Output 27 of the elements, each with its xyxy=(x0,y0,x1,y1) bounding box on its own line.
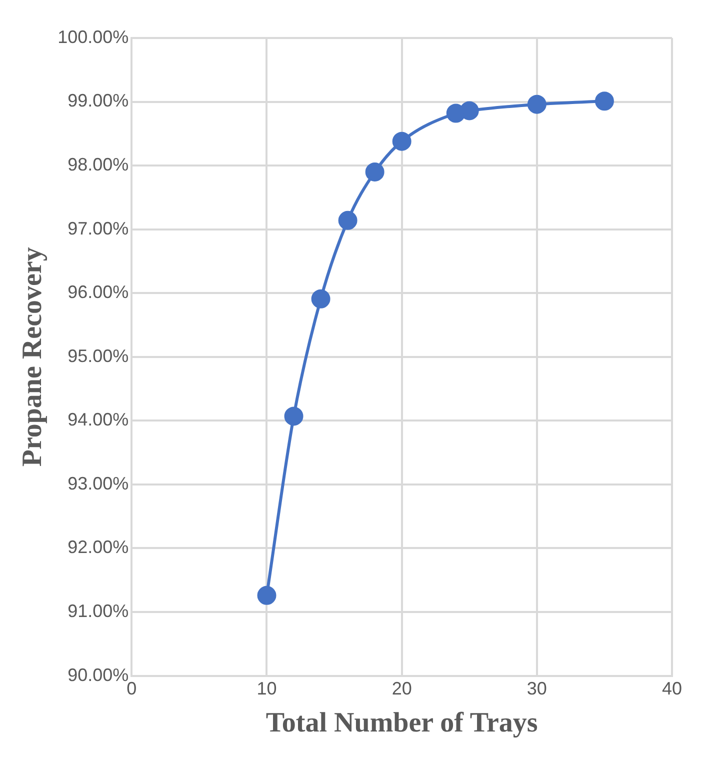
point xyxy=(365,162,384,182)
point xyxy=(392,132,412,151)
y-tick-label: 100.00% xyxy=(58,26,129,47)
y-tick-label: 95.00% xyxy=(68,346,129,366)
point xyxy=(460,101,479,120)
x-tick-label: 20 xyxy=(392,678,412,699)
x-tick-label: 0 xyxy=(126,678,137,699)
point xyxy=(594,92,614,111)
y-tick-label: 98.00% xyxy=(68,154,129,175)
x-tick-label: 30 xyxy=(526,678,547,699)
x-axis-title: Total Number of Trays xyxy=(266,707,538,738)
y-tick-label: 90.00% xyxy=(68,664,129,685)
y-tick-label: 94.00% xyxy=(68,410,129,430)
point xyxy=(338,210,358,230)
x-tick-label: 10 xyxy=(256,678,277,699)
point xyxy=(257,586,276,605)
point xyxy=(527,94,546,114)
y-tick-label: 92.00% xyxy=(68,537,129,558)
point xyxy=(284,406,304,426)
y-tick-label: 99.00% xyxy=(68,90,129,111)
y-tick-label: 97.00% xyxy=(68,218,129,238)
y-axis-title: Propane Recovery xyxy=(17,247,48,467)
x-tick-label: 40 xyxy=(662,678,682,699)
y-tick-label: 91.00% xyxy=(68,600,129,621)
y-tick-label: 96.00% xyxy=(68,282,129,302)
point xyxy=(311,289,330,308)
y-tick-label: 93.00% xyxy=(68,473,129,494)
